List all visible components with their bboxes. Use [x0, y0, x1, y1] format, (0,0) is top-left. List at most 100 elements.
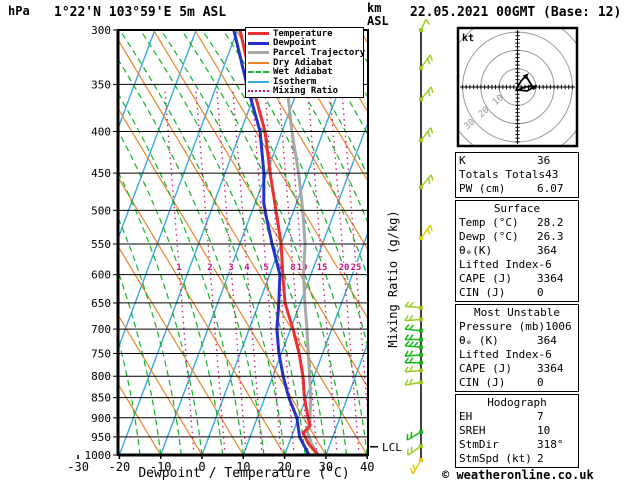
table-row-label: CAPE (J) [459, 272, 512, 285]
x-axis-label: Dewpoint / Temperature (°C) [138, 466, 350, 481]
wet-adiabat-line [118, 92, 244, 455]
wet-adiabat-line [0, 30, 16, 455]
wet-adiabat-line [118, 170, 203, 455]
altitude-axis-unit-km: km [367, 1, 382, 15]
mixing-ratio-line [329, 87, 360, 455]
legend-item: Temperature [248, 29, 361, 39]
table-row-label: Dewp (°C) [459, 230, 519, 243]
legend-item: Isotherm [248, 77, 361, 87]
pressure-tick-label: 900 [91, 412, 111, 425]
table-row: Temp (°C) 28.2 [459, 216, 575, 230]
chart-legend: Temperature Dewpoint Parcel Trajectory Dry … [245, 27, 365, 99]
wind-barb [404, 301, 423, 310]
mixing-ratio-label: 3 [228, 263, 233, 273]
mixing-ratio-label: 15 [317, 263, 328, 273]
pressure-tick-label: 350 [91, 78, 111, 91]
copyright-footer: © weatheronline.co.uk [442, 468, 594, 482]
table-row-label: CIN (J) [459, 376, 506, 389]
temperature-tick-label: -10 [150, 460, 172, 474]
table-row-value: 3364 [537, 272, 564, 285]
mixing-ratio-line [341, 87, 368, 426]
wind-barb [404, 365, 423, 373]
temperature-tick-label: 40 [360, 460, 374, 474]
dry-adiabat-line [118, 38, 368, 455]
wind-barb [409, 458, 423, 475]
wind-barb [404, 378, 423, 386]
legend-label: Dry Adiabat [273, 57, 333, 68]
table-row-value: 1006 [545, 320, 572, 333]
table-row: CIN (J) 0 [459, 286, 575, 300]
hodograph-border [456, 26, 579, 148]
table-row: CAPE (J) 3364 [459, 362, 575, 376]
dry-adiabat-line [118, 313, 203, 455]
legend-label: Parcel Trajectory [273, 47, 366, 58]
table-row-label: EH [459, 410, 473, 423]
legend-item: Dewpoint [248, 38, 361, 48]
table-row: EH 7 [459, 410, 575, 424]
legend-item: Mixing Ratio [248, 86, 361, 97]
mixing-ratio-line [307, 87, 338, 455]
mixing-ratio-label: 20 [339, 263, 350, 273]
mixing-ratio-label: 4 [244, 263, 250, 273]
legend-line-swatch [248, 90, 269, 93]
hodograph-arrow [530, 84, 538, 91]
stats-table: K 36 Totals Totals 43 PW (cm) 6.07 [455, 152, 579, 198]
dry-adiabat-line [318, 30, 368, 114]
wind-barb [404, 314, 423, 322]
table-row-label: CAPE (J) [459, 362, 512, 375]
wind-barb [404, 334, 423, 342]
table-row: SREH 10 [459, 424, 575, 438]
wind-barb [419, 224, 433, 241]
table-row: CAPE (J) 3364 [459, 272, 575, 286]
legend-label: Temperature [273, 28, 333, 39]
legend-item: Wet Adiabat [248, 67, 361, 77]
table-row: Lifted Index -6 [459, 348, 575, 362]
wind-barb [406, 430, 423, 441]
temperature-tick-label: 0 [198, 460, 205, 474]
table-row-label: SREH [459, 424, 486, 437]
wet-adiabat-line [0, 30, 37, 455]
legend-line-swatch [248, 41, 269, 45]
wet-adiabat-line [0, 30, 57, 455]
legend-line-swatch [248, 71, 269, 74]
legend-label: Wet Adiabat [273, 67, 333, 78]
mixing-ratio-label: 2 [207, 263, 212, 273]
table-row: StmSpd (kt) 2 [459, 452, 575, 466]
table-row-label: Lifted Index [459, 258, 539, 271]
wind-barb [404, 350, 423, 357]
legend-item: Parcel Trajectory [248, 48, 365, 58]
pressure-tick-label: 400 [91, 126, 111, 139]
table-row-value: 10 [537, 424, 551, 437]
table-row-label: Totals Totals [459, 168, 546, 181]
pressure-tick-label: 650 [91, 297, 111, 310]
legend-line-swatch [248, 80, 269, 83]
wind-barb [419, 174, 434, 189]
stats-table-title: Surface [493, 202, 541, 215]
legend-label: Isotherm [273, 76, 317, 87]
pressure-tick-label: 500 [91, 204, 111, 217]
wet-adiabat-line [139, 30, 306, 455]
station-title: 1°22'N 103°59'E 5m ASL [54, 5, 227, 20]
pressure-tick-label: 800 [91, 370, 111, 383]
legend-line-swatch [248, 51, 269, 55]
table-row-label: Pressure (mb) [459, 320, 546, 333]
dry-adiabat-line [118, 176, 286, 455]
table-row-value: 26.3 [537, 230, 564, 243]
hodograph-arrow [522, 73, 529, 80]
wet-adiabat-line [201, 30, 368, 455]
mixing-ratio-axis-label: Mixing Ratio (g/kg) [386, 210, 400, 348]
table-row: θₑ (K) 364 [459, 334, 575, 348]
wet-adiabat-line [118, 129, 224, 455]
temperature-tick-label: 30 [319, 460, 333, 474]
pressure-tick-label: 600 [91, 269, 111, 282]
table-row: K 36 [459, 154, 575, 168]
dry-adiabat-line [194, 30, 368, 320]
legend-label: Mixing Ratio [273, 86, 339, 97]
table-row-value: 364 [537, 334, 557, 347]
mixing-ratio-line [195, 87, 226, 455]
wind-barb [419, 54, 433, 70]
table-row: Totals Totals 43 [459, 168, 575, 182]
pressure-tick-label: 850 [91, 392, 111, 405]
